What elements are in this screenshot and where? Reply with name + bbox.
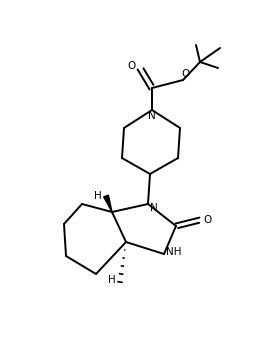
Text: H: H <box>108 275 116 285</box>
Polygon shape <box>104 195 112 212</box>
Text: O: O <box>204 215 212 225</box>
Text: NH: NH <box>166 247 182 257</box>
Text: O: O <box>181 69 189 79</box>
Text: N: N <box>148 111 156 121</box>
Text: O: O <box>128 61 136 71</box>
Text: N: N <box>150 203 158 213</box>
Text: H: H <box>94 191 102 201</box>
